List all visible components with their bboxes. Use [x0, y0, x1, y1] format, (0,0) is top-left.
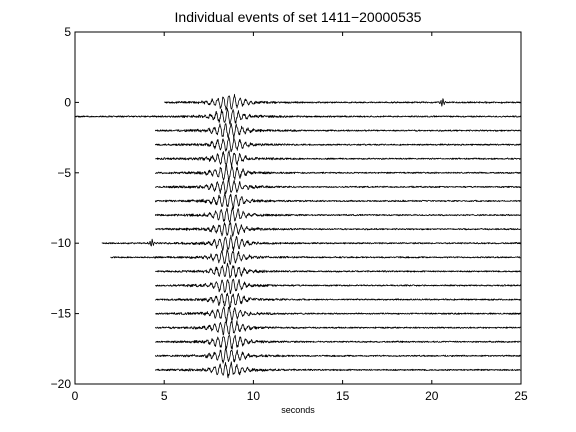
series-trace-13	[154, 262, 522, 279]
series-trace-4	[154, 137, 522, 153]
series-trace-20	[154, 361, 522, 379]
series-trace-11	[101, 234, 522, 252]
y-tick-label: 5	[64, 25, 71, 39]
x-tick-label: 10	[247, 389, 261, 403]
series-trace-12	[110, 249, 521, 265]
y-tick-label: −15	[51, 307, 72, 321]
series-trace-3	[154, 123, 522, 139]
y-tick-label: −20	[51, 377, 72, 391]
x-tick-label: 0	[72, 389, 79, 403]
series-trace-6	[154, 164, 522, 181]
x-axis-label: seconds	[281, 405, 315, 415]
series-trace-15	[155, 292, 521, 308]
plot-area	[74, 31, 522, 385]
series-trace-5	[155, 150, 522, 167]
x-tick-label: 5	[161, 389, 168, 403]
series-trace-10	[155, 222, 522, 237]
x-tick-label: 20	[425, 389, 439, 403]
series-trace-18	[155, 334, 522, 351]
series-trace-14	[154, 278, 522, 294]
series-trace-17	[154, 320, 522, 336]
series-trace-16	[155, 306, 522, 323]
trace-group	[74, 93, 522, 379]
axes: 0 5 10 15 20 25 5 0 −5 −10 −15 −20	[51, 25, 528, 403]
series-trace-1	[164, 93, 522, 111]
y-tick-label: −10	[51, 236, 72, 250]
y-tick-label: 0	[64, 95, 71, 109]
chart-title: Individual events of set 1411−20000535	[175, 9, 422, 25]
series-trace-2	[74, 108, 522, 125]
series-trace-8	[154, 191, 522, 210]
y-tick-label: −5	[57, 166, 71, 180]
x-tick-label: 15	[336, 389, 350, 403]
x-tick-label: 25	[514, 389, 528, 403]
series-trace-19	[154, 347, 522, 364]
series-trace-7	[154, 178, 522, 194]
series-trace-9	[154, 207, 522, 223]
